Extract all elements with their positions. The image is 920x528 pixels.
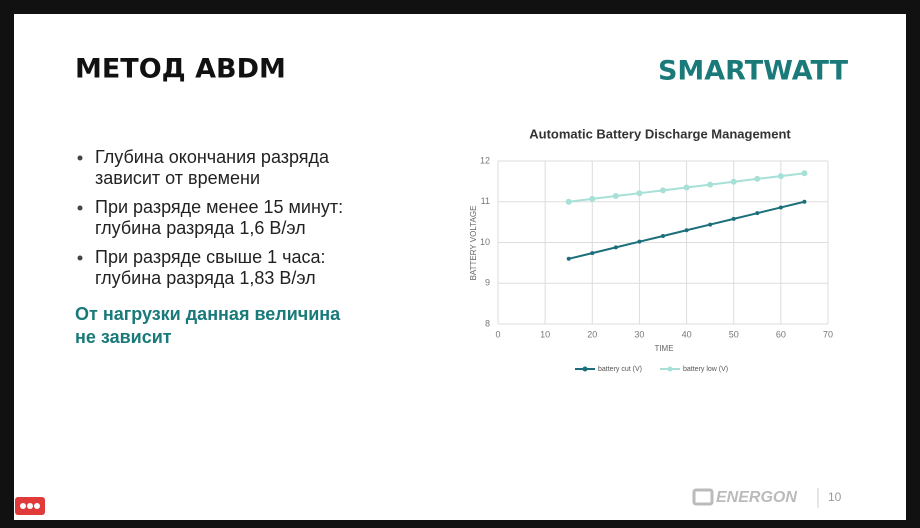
bullet-text: глубина разряда 1,6 В/эл xyxy=(95,218,306,238)
point xyxy=(636,190,643,197)
chart-title: Automatic Battery Discharge Management xyxy=(529,126,791,141)
point xyxy=(801,170,808,177)
point xyxy=(778,205,783,210)
x-axis-label: TIME xyxy=(654,344,673,353)
x-tick-label: 60 xyxy=(776,329,786,339)
point xyxy=(684,228,689,233)
note: От нагрузки данная величина xyxy=(75,304,341,324)
bullet-dot xyxy=(77,205,83,211)
x-tick-label: 10 xyxy=(540,329,550,339)
bullet-text: зависит от времени xyxy=(95,168,260,188)
bullet-text: При разряде свыше 1 часа: xyxy=(95,247,326,267)
point xyxy=(565,198,572,205)
x-tick-label: 20 xyxy=(587,329,597,339)
brand-icon xyxy=(692,488,714,506)
x-tick-label: 0 xyxy=(495,329,500,339)
point xyxy=(731,216,736,221)
bullet-dot xyxy=(77,155,83,161)
y-tick-label: 12 xyxy=(480,155,490,165)
point xyxy=(754,175,761,182)
legend-marker xyxy=(667,366,673,372)
page-number: 10 xyxy=(828,490,842,504)
point xyxy=(707,181,714,188)
bullet-text: Глубина окончания разряда xyxy=(95,147,330,167)
x-tick-label: 70 xyxy=(823,329,833,339)
y-axis-label: BATTERY VOLTAGE xyxy=(469,206,478,281)
y-tick-label: 11 xyxy=(481,196,490,206)
bullet-dot xyxy=(77,255,83,261)
slide-title: МЕТОД ABDM xyxy=(75,54,286,85)
y-tick-label: 10 xyxy=(480,237,490,247)
point xyxy=(566,256,571,261)
x-tick-label: 40 xyxy=(682,329,692,339)
point xyxy=(683,184,690,191)
y-tick-label: 9 xyxy=(485,278,490,288)
point xyxy=(612,193,619,200)
point xyxy=(708,222,713,227)
point xyxy=(730,178,737,185)
icon-dot xyxy=(20,503,26,509)
icon-dot xyxy=(34,503,40,509)
bullet-text: глубина разряда 1,83 В/эл xyxy=(95,268,316,288)
slide-bg xyxy=(14,14,906,520)
point xyxy=(661,233,665,238)
icon-dot xyxy=(27,503,33,509)
legend-marker xyxy=(582,366,588,372)
note: не зависит xyxy=(75,327,172,347)
point xyxy=(755,211,760,216)
bullet-text: При разряде менее 15 минут: xyxy=(95,197,343,217)
legend-label: battery low (V) xyxy=(683,366,728,373)
x-tick-label: 50 xyxy=(729,329,739,339)
point xyxy=(777,173,784,180)
point xyxy=(590,251,595,256)
point xyxy=(589,195,596,202)
point xyxy=(660,187,666,194)
point xyxy=(637,239,642,244)
x-tick-label: 30 xyxy=(634,329,644,339)
point xyxy=(613,245,618,250)
logo: SMARTWATT xyxy=(658,56,849,87)
point xyxy=(802,199,807,204)
legend-label: battery cut (V) xyxy=(598,366,642,373)
brand: ENERGON xyxy=(716,489,797,506)
y-tick-label: 8 xyxy=(485,318,490,328)
